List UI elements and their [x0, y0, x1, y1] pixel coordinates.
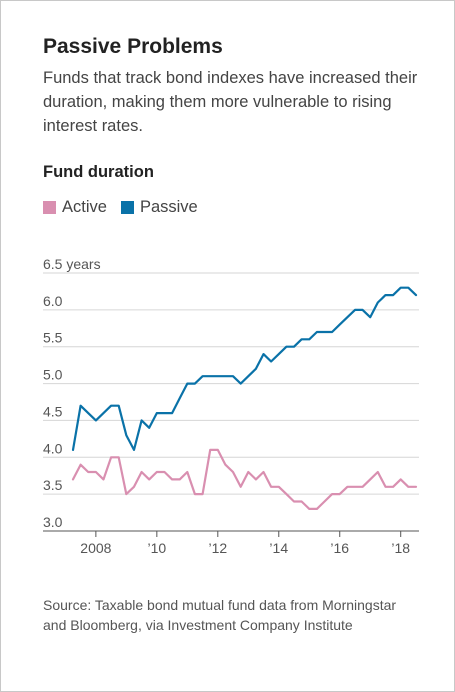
- y-tick-label: 4.0: [43, 440, 63, 456]
- legend-label-active: Active: [62, 198, 107, 216]
- x-tick-label: ’14: [269, 540, 288, 556]
- y-tick-label: 5.5: [43, 330, 63, 346]
- legend-label-passive: Passive: [139, 198, 198, 216]
- y-tick-label: 3.0: [43, 514, 63, 530]
- series-layer: [71, 286, 418, 510]
- source-note: Source: Taxable bond mutual fund data fr…: [43, 597, 397, 633]
- legend-swatch-passive: [120, 201, 134, 214]
- legend-item-passive: Passive: [120, 198, 198, 217]
- chart-title: Fund duration: [43, 163, 154, 181]
- legend-swatch-active: [43, 201, 56, 214]
- grid-layer: 6.5 years 6.0 5.5 5.0 4.5 4.0 3.5 3.0: [43, 256, 419, 532]
- y-tick-label: 6.0: [43, 293, 63, 309]
- page-title: Passive Problems: [43, 35, 223, 58]
- legend-item-active: Active: [43, 198, 107, 217]
- y-tick-label: 6.5 years: [43, 256, 101, 272]
- series-line-passive: [71, 286, 418, 451]
- x-axis: 2008 ’10 ’12 ’14 ’16 ’18: [43, 530, 419, 556]
- y-tick-label: 5.0: [43, 367, 63, 383]
- x-tick-label: 2008: [80, 540, 111, 556]
- x-tick-label: ’18: [391, 540, 410, 556]
- x-tick-label: ’16: [330, 540, 349, 556]
- legend: Active Passive: [43, 198, 212, 217]
- series-line-active: [71, 448, 418, 510]
- y-tick-label: 4.5: [43, 403, 63, 419]
- x-tick-label: ’10: [147, 540, 166, 556]
- page-subtitle: Funds that track bond indexes have incre…: [43, 69, 418, 135]
- x-tick-label: ’12: [208, 540, 227, 556]
- y-tick-label: 3.5: [43, 477, 63, 493]
